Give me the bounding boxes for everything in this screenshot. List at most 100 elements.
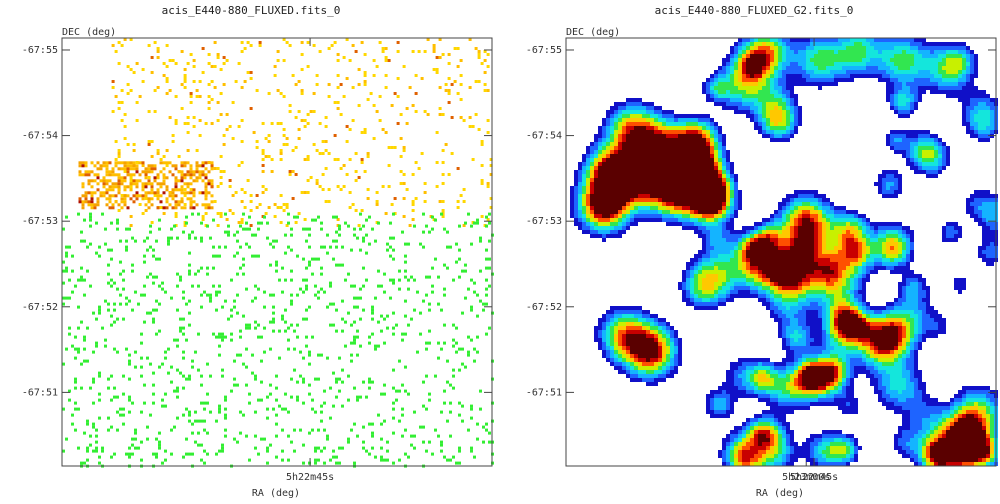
heat-cell	[926, 134, 930, 138]
heat-cell	[686, 210, 690, 214]
data-pixel	[473, 455, 476, 459]
data-pixel	[248, 227, 251, 231]
heat-cell	[802, 230, 806, 234]
heat-cell	[798, 54, 802, 58]
heat-cell	[946, 162, 950, 166]
data-pixel	[90, 191, 94, 195]
heat-cell	[614, 230, 618, 234]
data-pixel	[308, 233, 311, 237]
heat-cell	[702, 174, 706, 178]
heat-cell	[958, 46, 962, 50]
data-pixel	[180, 197, 184, 201]
heat-cell	[614, 222, 618, 226]
data-pixel	[375, 191, 379, 194]
data-pixel	[240, 188, 244, 191]
data-pixel	[83, 461, 86, 465]
data-pixel	[183, 224, 187, 227]
heat-cell	[738, 94, 742, 98]
heat-cell	[702, 82, 706, 86]
data-pixel	[156, 56, 160, 59]
data-pixel	[143, 383, 146, 387]
data-pixel	[212, 332, 215, 336]
heat-cell	[922, 150, 926, 154]
heat-cell	[602, 134, 606, 138]
heat-cell	[970, 62, 974, 66]
heat-cell	[586, 182, 590, 186]
data-pixel	[272, 311, 275, 315]
heat-cell	[974, 194, 978, 198]
heat-cell	[594, 186, 598, 190]
heat-cell	[754, 106, 758, 110]
data-pixel	[128, 452, 131, 456]
heat-cell	[634, 206, 638, 210]
data-pixel	[158, 365, 161, 369]
heat-cell	[990, 98, 994, 102]
data-pixel	[366, 197, 370, 200]
heat-cell	[862, 58, 866, 62]
data-pixel	[473, 359, 476, 363]
data-pixel	[306, 179, 310, 182]
heat-cell	[698, 118, 702, 122]
heat-cell	[666, 134, 670, 138]
heat-cell	[650, 166, 654, 170]
heat-cell	[862, 230, 866, 234]
data-pixel	[171, 164, 175, 168]
data-pixel	[99, 167, 103, 171]
data-pixel	[476, 437, 479, 441]
heat-cell	[622, 202, 626, 206]
data-pixel	[62, 302, 65, 306]
data-pixel	[302, 461, 305, 465]
heat-cell	[874, 182, 878, 186]
data-pixel	[335, 377, 338, 381]
data-pixel	[149, 413, 152, 417]
heat-cell	[590, 186, 594, 190]
heat-cell	[782, 70, 786, 74]
data-pixel	[431, 227, 434, 231]
heat-cell	[758, 50, 762, 54]
heat-cell	[586, 202, 590, 206]
heat-cell	[618, 194, 622, 198]
heat-cell	[630, 154, 634, 158]
heat-cell	[794, 66, 798, 70]
data-pixel	[204, 212, 208, 215]
data-pixel	[312, 44, 316, 47]
heat-cell	[598, 162, 602, 166]
heat-cell	[834, 58, 838, 62]
data-pixel	[219, 170, 223, 173]
heat-cell	[962, 58, 966, 62]
heat-cell	[778, 218, 782, 222]
data-pixel	[455, 260, 458, 264]
heat-cell	[706, 198, 710, 202]
data-pixel	[98, 254, 101, 258]
heat-cell	[574, 174, 578, 178]
data-pixel	[164, 356, 167, 360]
data-pixel	[144, 191, 148, 195]
heat-cell	[678, 194, 682, 198]
data-pixel	[143, 284, 146, 288]
heat-cell	[834, 78, 838, 82]
data-pixel	[189, 167, 193, 171]
heat-cell	[718, 74, 722, 78]
heat-cell	[718, 218, 722, 222]
data-pixel	[327, 47, 331, 50]
heat-cell	[638, 154, 642, 158]
heat-cell	[666, 150, 670, 154]
heat-cell	[906, 110, 910, 114]
data-pixel	[449, 383, 452, 387]
data-pixel	[135, 161, 139, 164]
data-pixel	[210, 161, 214, 165]
data-pixel	[140, 410, 143, 414]
data-pixel	[221, 446, 224, 450]
data-pixel	[338, 224, 341, 228]
data-pixel	[132, 182, 136, 186]
data-pixel	[242, 314, 245, 318]
heat-cell	[666, 126, 670, 130]
heat-cell	[878, 50, 882, 54]
data-pixel	[236, 293, 239, 297]
data-pixel	[332, 371, 335, 375]
data-pixel	[396, 41, 400, 44]
heat-cell	[798, 190, 802, 194]
heat-cell	[674, 142, 678, 146]
heat-cell	[610, 138, 614, 142]
heat-cell	[690, 114, 694, 118]
